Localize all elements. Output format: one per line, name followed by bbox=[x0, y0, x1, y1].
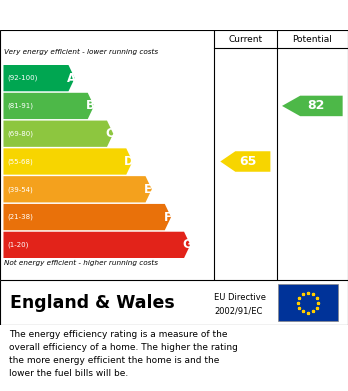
Text: G: G bbox=[182, 239, 192, 251]
Polygon shape bbox=[3, 120, 113, 147]
Polygon shape bbox=[220, 151, 270, 172]
Text: Potential: Potential bbox=[292, 34, 332, 43]
Polygon shape bbox=[3, 176, 152, 203]
Text: EU Directive: EU Directive bbox=[214, 292, 266, 301]
Text: 82: 82 bbox=[307, 99, 325, 113]
Text: C: C bbox=[105, 127, 114, 140]
Text: E: E bbox=[144, 183, 152, 196]
Text: (21-38): (21-38) bbox=[7, 214, 33, 220]
Text: A: A bbox=[67, 72, 76, 84]
Text: (55-68): (55-68) bbox=[7, 158, 33, 165]
Text: England & Wales: England & Wales bbox=[10, 294, 175, 312]
Text: (92-100): (92-100) bbox=[7, 75, 37, 81]
Text: Not energy efficient - higher running costs: Not energy efficient - higher running co… bbox=[4, 260, 158, 266]
Polygon shape bbox=[282, 96, 343, 116]
Text: Very energy efficient - lower running costs: Very energy efficient - lower running co… bbox=[4, 49, 158, 56]
Polygon shape bbox=[3, 93, 94, 119]
Text: D: D bbox=[124, 155, 134, 168]
Text: Current: Current bbox=[228, 34, 262, 43]
Polygon shape bbox=[3, 148, 133, 175]
Polygon shape bbox=[3, 204, 171, 230]
Text: B: B bbox=[86, 99, 95, 113]
Text: (39-54): (39-54) bbox=[7, 186, 33, 192]
Text: 65: 65 bbox=[240, 155, 257, 168]
Polygon shape bbox=[3, 65, 75, 91]
Text: The energy efficiency rating is a measure of the
overall efficiency of a home. T: The energy efficiency rating is a measur… bbox=[9, 330, 238, 378]
Text: F: F bbox=[164, 211, 172, 224]
Bar bbox=[278, 283, 338, 321]
Polygon shape bbox=[3, 232, 190, 258]
Text: (81-91): (81-91) bbox=[7, 103, 33, 109]
Text: (1-20): (1-20) bbox=[7, 242, 28, 248]
Text: (69-80): (69-80) bbox=[7, 131, 33, 137]
Text: Energy Efficiency Rating: Energy Efficiency Rating bbox=[9, 7, 219, 23]
Text: 2002/91/EC: 2002/91/EC bbox=[214, 307, 262, 316]
